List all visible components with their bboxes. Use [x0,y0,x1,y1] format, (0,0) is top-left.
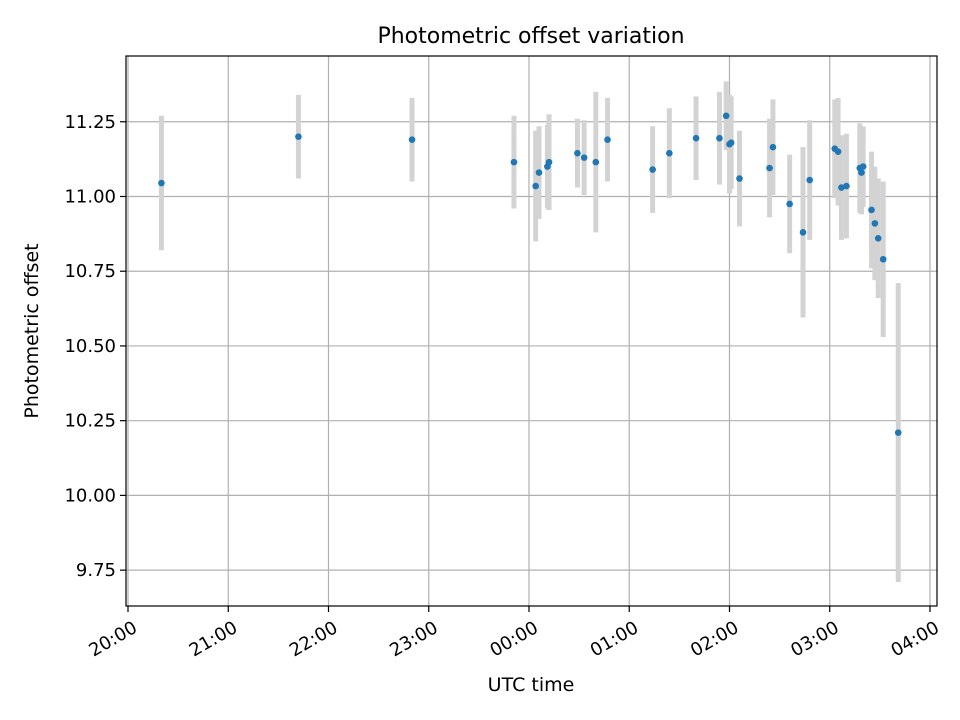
data-point [722,112,730,120]
data-point [604,136,611,143]
data-point [408,136,416,143]
data-point [574,149,581,157]
data-point [786,200,793,208]
data-point [858,169,865,176]
data-point [766,164,773,172]
data-point [806,176,813,184]
data-point [666,149,673,157]
data-point [879,255,887,263]
data-point [871,220,879,227]
data-point [545,158,553,166]
y-tick-label: 9.75 [76,560,116,581]
data-point [510,158,518,166]
y-tick-label: 11.25 [64,112,116,133]
axes-frame [125,55,938,607]
data-point [580,154,588,161]
data-points [158,112,902,436]
data-point [716,134,723,142]
y-tick-label: 10.50 [64,336,116,357]
y-axis-label: Photometric offset [21,243,43,418]
data-point [859,163,867,170]
y-tick-label: 10.25 [64,411,116,432]
y-tick-label: 11.00 [64,186,116,207]
y-axis-ticks: 9.75 10.00 10.25 10.50 10.75 11.00 11.25 [64,112,126,581]
data-point [843,182,850,190]
data-point [727,139,735,146]
data-point [834,148,842,155]
data-point [868,206,875,214]
y-tick-label: 10.00 [64,485,116,506]
data-point [532,182,539,190]
data-point [692,134,700,142]
data-point [838,184,845,191]
data-point [894,429,902,436]
y-tick-label: 10.75 [64,261,116,282]
data-point [592,158,600,166]
data-point [295,133,302,141]
data-point [799,229,807,236]
x-axis-label: UTC time [488,674,575,696]
chart-title: Photometric offset variation [377,24,684,49]
data-point [649,166,656,173]
data-point [736,175,743,182]
data-point [535,169,543,176]
data-point [874,235,882,242]
data-point [769,143,777,151]
data-point [158,179,165,187]
